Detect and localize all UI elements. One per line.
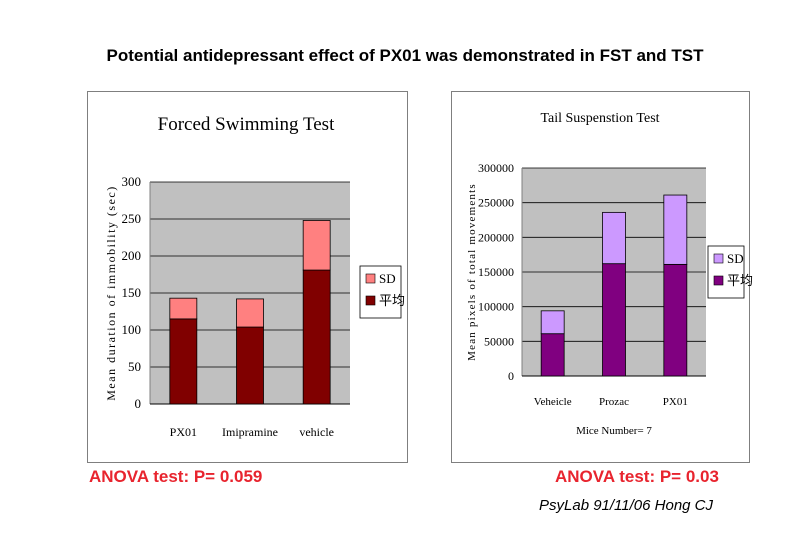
tst-bar-sd — [602, 211, 626, 265]
tst-title: Tail Suspenstion Test — [540, 111, 659, 126]
tst-y-tick-label: 150000 — [478, 265, 514, 279]
tst-y-axis-label: Mean pixels of total movements — [466, 183, 478, 361]
tst-y-tick-label: 0 — [508, 369, 514, 383]
anova-tst-result: ANOVA test: P= 0.03 — [555, 467, 719, 486]
fst-x-tick-label: vehicle — [299, 425, 334, 439]
tst-y-tick-label: 250000 — [478, 196, 514, 210]
tst-legend-swatch — [713, 275, 724, 286]
fst-y-tick-label: 150 — [122, 285, 142, 300]
fst-bar-sd — [302, 220, 331, 271]
tst-y-tick-label: 300000 — [478, 161, 514, 175]
fst-legend-label: 平均 — [379, 293, 405, 308]
tst-y-tick-label: 200000 — [478, 230, 514, 244]
fst-bar-sd — [169, 297, 198, 320]
tst-bar-sd — [663, 194, 688, 265]
tst-x-tick-label: PX01 — [663, 396, 688, 408]
fst-y-tick-label: 300 — [122, 174, 142, 189]
fst-bar-mean — [236, 326, 264, 405]
fst-y-tick-label: 100 — [122, 322, 142, 337]
fst-chart: Forced Swimming Test 0 50 100 150 200 250 300 PX… — [104, 114, 405, 439]
tst-bar-mean — [540, 333, 565, 377]
tst-legend-swatch — [713, 253, 724, 264]
tst-x-axis-label: Mice Number= 7 — [576, 425, 652, 437]
tst-bar-mean — [663, 263, 688, 377]
fst-bar-mean — [169, 318, 198, 405]
tst-chart: Tail Suspenstion Test 0 50000 100000 150000 2… — [466, 111, 753, 437]
fst-y-axis-label: Mean duration of immobility (sec) — [104, 185, 118, 400]
tst-x-tick-label: Veheicle — [534, 396, 572, 408]
fst-bar-mean — [302, 269, 331, 405]
fst-y-tick-label: 0 — [135, 396, 142, 411]
fst-legend-swatch — [365, 273, 376, 284]
fst-y-tick-label: 50 — [128, 359, 141, 374]
tst-chart-panel: Tail Suspenstion Test 0 50000 100000 150000 2… — [451, 91, 753, 463]
tst-legend-label: SD — [727, 251, 744, 266]
fst-bar-sd — [236, 298, 264, 328]
fst-legend-swatch — [365, 295, 376, 306]
anova-fst-result: ANOVA test: P= 0.059 — [89, 467, 263, 486]
tst-bar-mean — [602, 263, 626, 377]
tst-x-tick-label: Prozac — [599, 396, 629, 408]
tst-y-tick-label: 50000 — [484, 334, 514, 348]
tst-legend-label: 平均 — [727, 273, 753, 288]
fst-y-tick-label: 250 — [122, 211, 142, 226]
tst-bar-sd — [540, 310, 565, 335]
fst-x-tick-label: PX01 — [170, 425, 197, 439]
fst-x-tick-label: Imipramine — [222, 425, 278, 439]
fst-y-tick-label: 200 — [122, 248, 142, 263]
fst-legend-label: SD — [379, 271, 396, 286]
fst-chart-panel: Forced Swimming Test 0 50 100 150 200 250 300 PX… — [87, 91, 408, 463]
credit-line: PsyLab 91/11/06 Hong CJ — [539, 497, 714, 514]
fst-title: Forced Swimming Test — [158, 114, 335, 135]
main-title: Potential antidepressant effect of PX01 … — [106, 46, 704, 65]
tst-y-tick-label: 100000 — [478, 300, 514, 314]
